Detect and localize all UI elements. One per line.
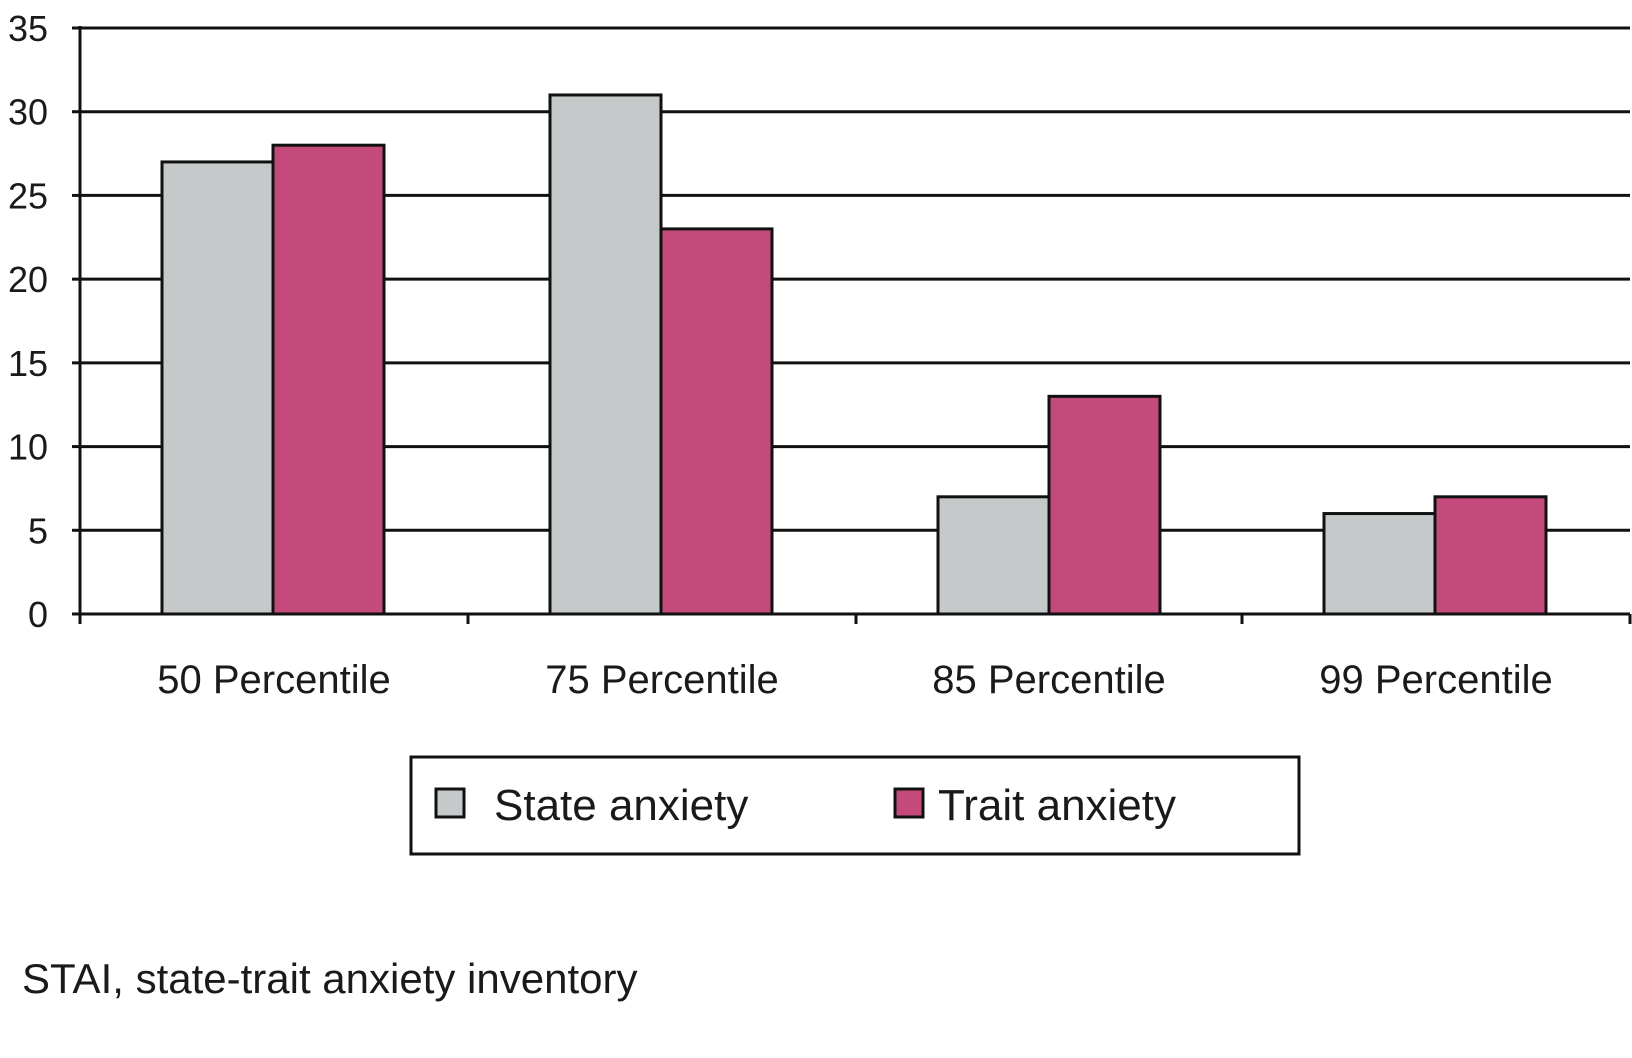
bar-state-1: [160, 160, 275, 616]
legend-box: [409, 755, 1301, 856]
legend: State anxiety Trait anxiety: [409, 755, 1301, 856]
x-category-label: 99 Percentile: [1319, 658, 1552, 702]
footnote: STAI, state-trait anxiety inventory: [22, 955, 638, 1002]
bar-trait-2: [659, 227, 774, 616]
y-tick-label: 30: [8, 92, 48, 133]
legend-label-state: State anxiety: [494, 781, 748, 830]
x-category-labels: 50 Percentile 75 Percentile 85 Percentile 9…: [157, 658, 1552, 702]
bar-state-3: [936, 495, 1051, 616]
y-tick-label: 35: [8, 8, 48, 49]
y-tick-label: 15: [8, 343, 48, 384]
axes: [72, 26, 1632, 624]
bar-trait-1: [271, 143, 386, 616]
legend-swatch-state: [434, 787, 466, 819]
y-tick-label: 20: [8, 259, 48, 300]
bar-trait-4: [1433, 495, 1548, 616]
bar-trait-3: [1047, 394, 1162, 616]
y-tick-label: 10: [8, 427, 48, 468]
x-category-label: 85 Percentile: [932, 658, 1165, 702]
y-tick-label: 5: [28, 510, 48, 551]
bars: [160, 93, 1548, 616]
bar-state-2: [548, 93, 663, 616]
x-category-label: 50 Percentile: [157, 658, 390, 702]
y-tick-label: 25: [8, 175, 48, 216]
x-category-label: 75 Percentile: [545, 658, 778, 702]
y-tick-labels: 0 5 10 15 20 25 30 35: [8, 8, 48, 635]
legend-label-trait: Trait anxiety: [938, 781, 1176, 830]
bar-state-4: [1322, 512, 1437, 616]
y-tick-label: 0: [28, 594, 48, 635]
legend-swatch-trait: [893, 787, 925, 819]
